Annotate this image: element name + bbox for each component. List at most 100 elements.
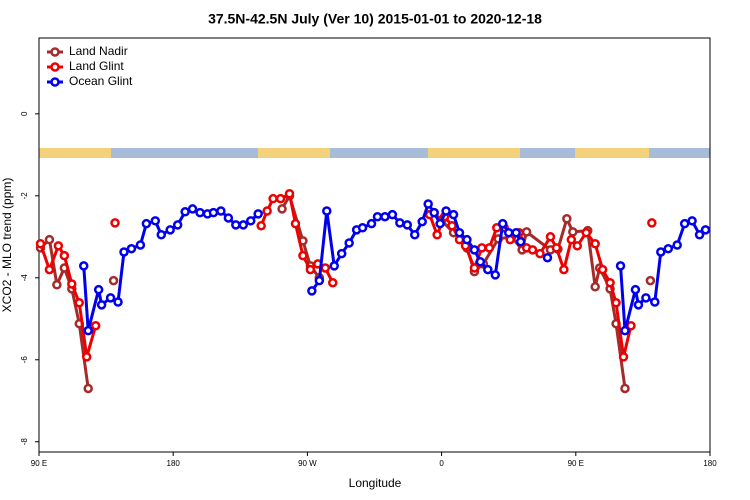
x-tick-label: 90 E — [31, 459, 47, 468]
data-point — [620, 325, 630, 336]
x-tick-label: 0 — [439, 459, 444, 468]
data-point — [336, 248, 347, 259]
legend-marker — [50, 62, 60, 72]
data-point — [590, 239, 600, 249]
data-point — [223, 213, 234, 223]
data-point — [572, 241, 583, 251]
data-point — [35, 239, 46, 249]
data-point — [477, 243, 487, 253]
data-point — [113, 297, 123, 307]
land-ocean-strip — [39, 148, 710, 158]
data-point — [357, 223, 368, 233]
land-strip — [39, 148, 111, 158]
data-point — [119, 247, 129, 257]
data-point — [172, 220, 183, 230]
legend-marker — [50, 77, 60, 87]
series-line — [40, 194, 651, 357]
legend-label: Ocean Glint — [69, 74, 133, 88]
data-point — [59, 250, 70, 261]
data-point — [562, 214, 572, 224]
data-point — [581, 227, 591, 238]
data-point — [441, 206, 451, 216]
data-point — [105, 293, 116, 303]
data-point — [469, 263, 480, 273]
data-point — [141, 218, 152, 229]
data-point — [322, 206, 332, 216]
data-point — [663, 243, 673, 254]
x-tick-label: 180 — [703, 459, 717, 468]
data-point — [320, 263, 331, 273]
data-point — [52, 280, 62, 290]
data-point — [527, 245, 538, 255]
data-point — [53, 241, 64, 251]
data-point — [74, 298, 85, 308]
data-point — [559, 264, 569, 275]
data-point — [417, 216, 427, 227]
data-point — [245, 216, 256, 226]
chart-title: 37.5N-42.5N July (Ver 10) 2015-01-01 to … — [208, 11, 542, 27]
x-tick-label: 180 — [167, 459, 181, 468]
data-point — [96, 300, 107, 310]
land-strip — [428, 148, 520, 158]
data-point — [156, 230, 167, 240]
data-point — [429, 207, 439, 218]
data-point — [497, 218, 508, 229]
data-point — [395, 218, 405, 228]
data-point — [447, 220, 457, 231]
data-point — [402, 220, 413, 230]
y-tick-label: 0 — [20, 111, 29, 116]
data-point — [126, 243, 137, 254]
data-point — [256, 220, 266, 231]
data-point — [597, 264, 608, 275]
data-point — [503, 227, 514, 238]
data-point — [694, 230, 705, 240]
data-point — [268, 193, 278, 204]
data-point — [298, 250, 308, 261]
data-point — [647, 218, 657, 228]
data-point — [618, 352, 629, 362]
series-line — [40, 196, 650, 389]
data-point — [687, 216, 697, 226]
data-point — [432, 230, 442, 240]
data-point — [511, 227, 521, 238]
data-point — [490, 270, 501, 280]
data-point — [448, 209, 459, 220]
data-point — [462, 234, 472, 245]
data-point — [135, 240, 146, 250]
data-point — [93, 284, 104, 295]
y-tick-label: -8 — [20, 438, 29, 446]
y-tick-label: -2 — [20, 192, 29, 200]
data-point — [372, 211, 383, 222]
data-point — [314, 275, 325, 286]
data-point — [469, 245, 480, 255]
legend-marker — [50, 47, 60, 57]
data-point — [551, 243, 562, 253]
data-point — [410, 230, 420, 240]
data-point — [110, 218, 120, 228]
data-point — [545, 232, 556, 242]
data-point — [483, 264, 493, 275]
data-point — [275, 193, 286, 204]
data-point — [238, 220, 249, 230]
data-point — [679, 218, 690, 229]
ocean-strip — [39, 148, 710, 158]
data-point — [44, 234, 55, 245]
data-point — [435, 218, 445, 229]
data-point — [656, 247, 666, 257]
data-point — [180, 207, 190, 217]
x-tick-label: 90 W — [298, 459, 317, 468]
data-point — [535, 248, 545, 259]
y-tick-label: -6 — [20, 356, 29, 364]
data-point — [83, 383, 93, 394]
y-axis-label: XCO2 - MLO trend (ppm) — [0, 178, 14, 313]
data-point — [262, 206, 272, 216]
data-point — [67, 279, 77, 289]
data-point — [90, 321, 101, 331]
data-point — [327, 277, 338, 288]
data-point — [645, 275, 656, 286]
data-point — [615, 261, 626, 271]
data-point — [284, 189, 295, 199]
legend-label: Land Glint — [69, 59, 124, 73]
data-point — [605, 277, 615, 288]
